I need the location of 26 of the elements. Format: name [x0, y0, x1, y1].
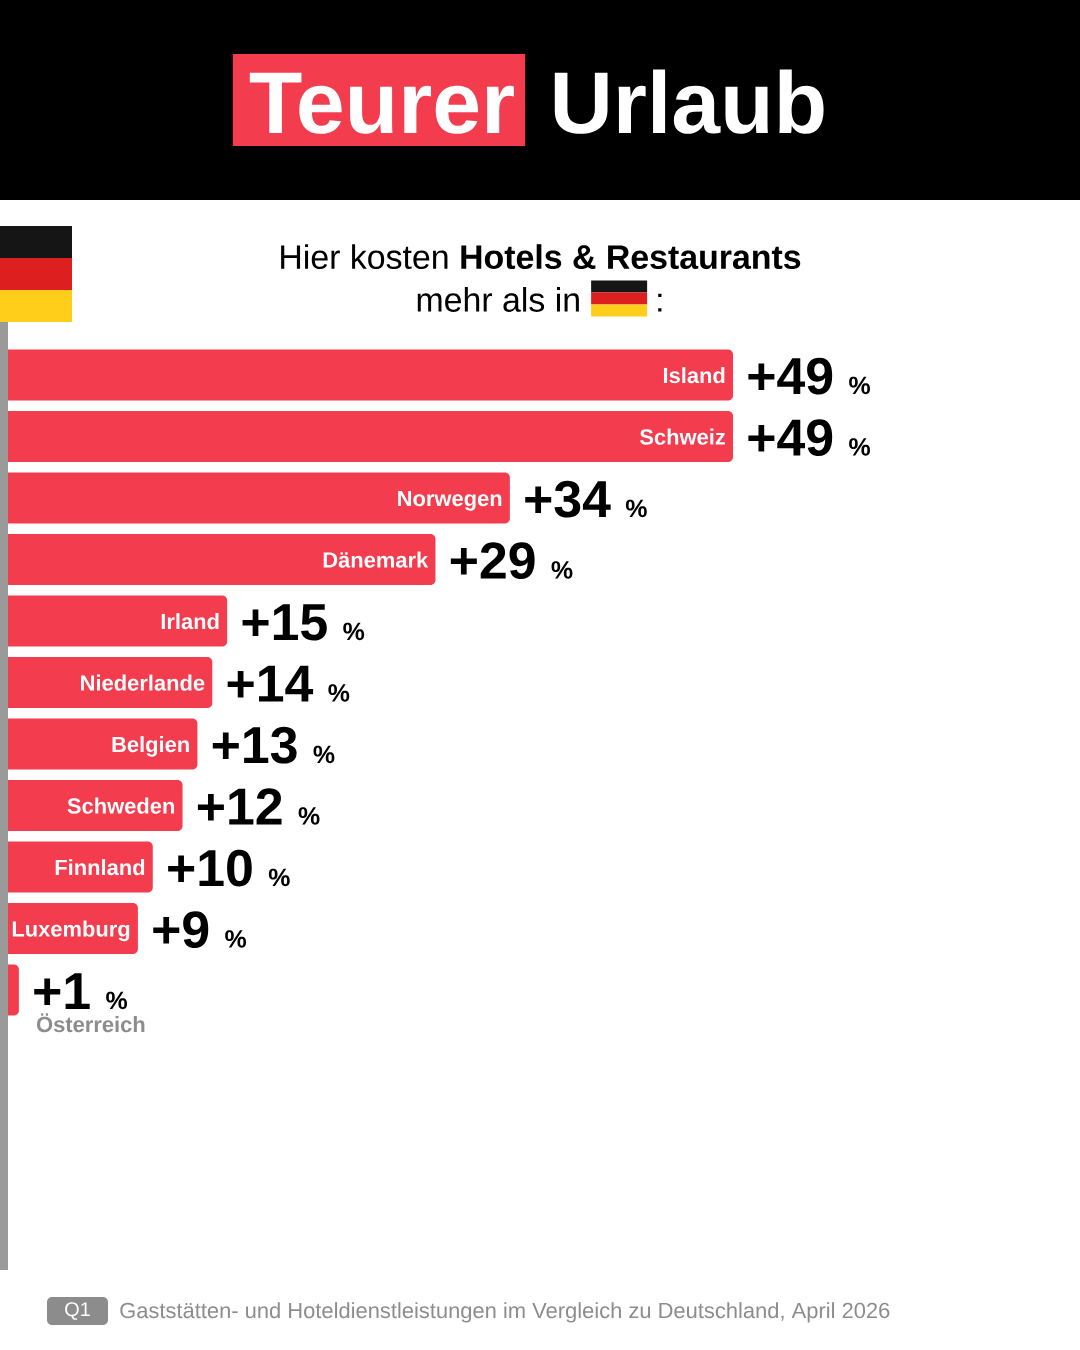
- data-label: +15 %: [242, 604, 365, 641]
- y-tick-label: Schweden: [67, 797, 174, 814]
- data-label: +34 %: [525, 480, 647, 518]
- data-label: +9 %: [153, 911, 247, 949]
- data-label: +49 %: [748, 357, 870, 395]
- text: Q1: [65, 1302, 90, 1320]
- y-tick-label: Schweiz: [639, 428, 726, 445]
- y-tick-label: Österreich: [36, 1013, 145, 1033]
- y-tick-label: Norwegen: [398, 490, 502, 511]
- data-label: +14 %: [227, 665, 350, 702]
- chart-title: Teurer Urlaub: [249, 69, 824, 134]
- y-tick-label: Belgien: [112, 736, 189, 757]
- data-label: +29 %: [450, 542, 573, 580]
- data-label: +49 %: [748, 419, 870, 457]
- y-tick-label: Luxemburg: [12, 920, 130, 942]
- text: :: [658, 293, 662, 312]
- data-label: +12 %: [197, 788, 320, 825]
- data-label: +1 %: [34, 973, 128, 1010]
- y-tick-label: Niederlande: [81, 674, 205, 691]
- data-label: +13 %: [212, 726, 335, 764]
- y-tick-label: Dänemark: [323, 551, 429, 568]
- data-label: +10 %: [168, 849, 290, 887]
- y-tick-label: Finnland: [55, 859, 145, 876]
- y-tick-label: Island: [663, 367, 725, 384]
- text: Gaststätten- und Hoteldienstleistungen im Vergleich zu Deutschland, April 2026: [120, 1302, 890, 1323]
- y-tick-label: Irland: [161, 613, 219, 630]
